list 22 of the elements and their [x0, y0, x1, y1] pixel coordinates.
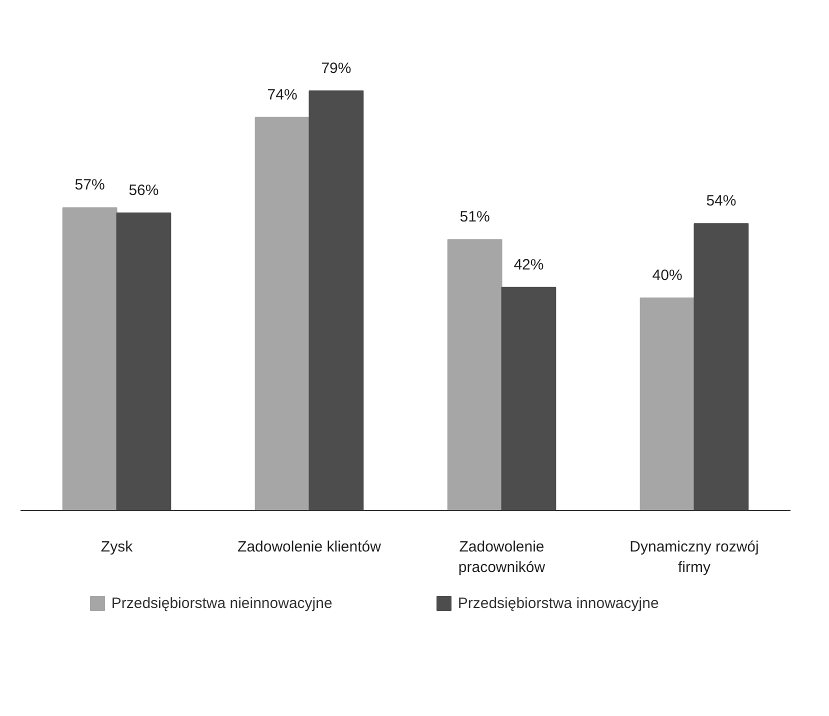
legend-label: Przedsiębiorstwa innowacyjne	[458, 595, 659, 612]
bar	[501, 286, 556, 510]
data-label: 40%	[652, 267, 682, 284]
bar	[62, 207, 118, 510]
bar	[447, 239, 502, 510]
legend-label: Przedsiębiorstwa nieinnowacyjne	[111, 595, 332, 612]
x-tick-label: Zadowolenie pracowników	[458, 538, 546, 576]
bar	[694, 223, 749, 510]
bar	[640, 298, 695, 510]
data-label: 42%	[514, 256, 544, 274]
data-label: 51%	[460, 208, 490, 226]
bar	[308, 90, 364, 510]
data-label: 79%	[321, 60, 352, 77]
data-label: 74%	[267, 86, 298, 104]
x-tick-label: Dynamiczny rozwój firmy	[630, 538, 759, 576]
data-label: 54%	[706, 192, 736, 210]
data-label: 57%	[74, 176, 105, 194]
bar	[116, 212, 172, 510]
bar	[254, 116, 310, 510]
x-tick-label: Zadowolenie klientów	[238, 538, 382, 556]
x-tick-label: Zysk	[100, 538, 134, 556]
data-label: 56%	[128, 182, 159, 200]
